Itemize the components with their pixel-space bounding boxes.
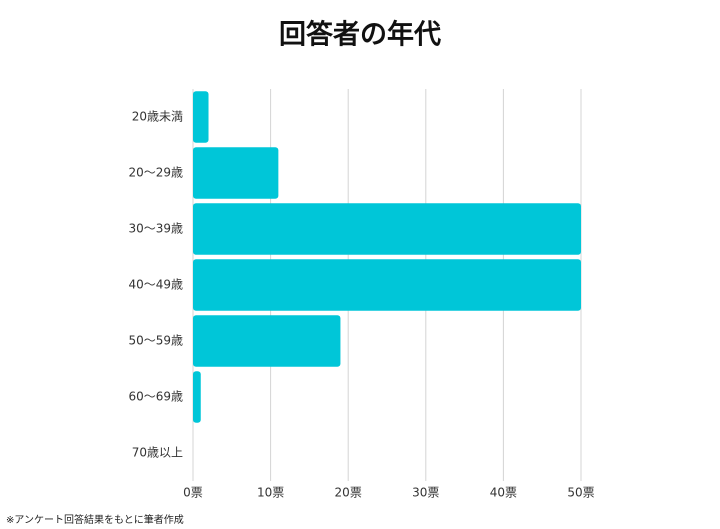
x-tick-label: 0票	[183, 486, 203, 500]
bar	[193, 315, 341, 367]
footnote: ※アンケート回答結果をもとに筆者作成	[6, 513, 184, 526]
bar	[193, 259, 581, 311]
x-tick-label: 50票	[567, 486, 594, 500]
bar	[193, 91, 209, 143]
y-tick-label: 30～39歳	[128, 222, 183, 236]
x-tick-label: 40票	[490, 486, 517, 500]
y-tick-label: 40～49歳	[128, 278, 183, 292]
y-tick-label: 50～59歳	[128, 334, 183, 348]
y-tick-label: 20～29歳	[128, 166, 183, 180]
bar	[193, 371, 201, 423]
bar	[193, 147, 279, 199]
chart-title: 回答者の年代	[279, 19, 441, 51]
bar	[193, 203, 581, 255]
y-tick-label: 60～69歳	[128, 390, 183, 404]
x-tick-label: 10票	[257, 486, 284, 500]
y-tick-label: 70歳以上	[132, 446, 183, 460]
x-tick-label: 30票	[412, 486, 439, 500]
x-tick-label: 20票	[335, 486, 362, 500]
y-tick-label: 20歳未満	[132, 110, 183, 124]
